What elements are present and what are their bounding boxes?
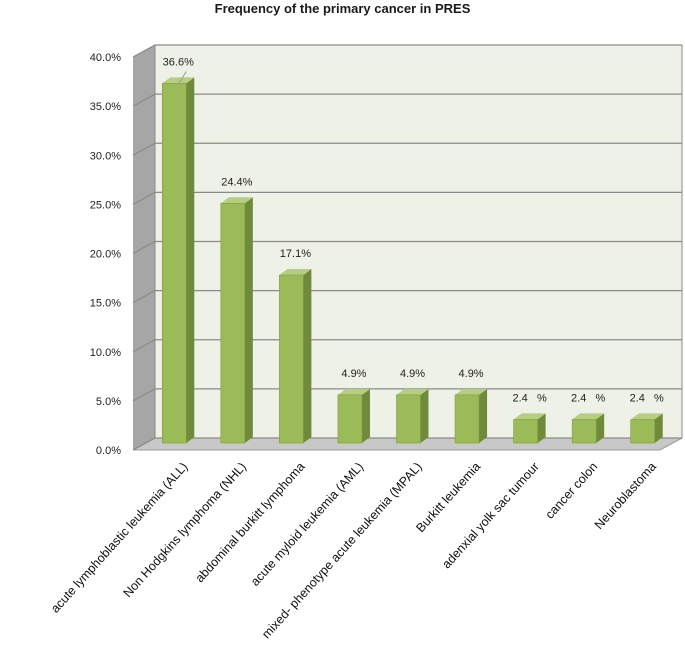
bar-front: [571, 419, 597, 444]
bar: [630, 413, 663, 444]
bar: [279, 268, 312, 444]
bar: [161, 77, 195, 444]
data-label: 2.4 %: [630, 392, 664, 404]
bar-front: [279, 274, 304, 444]
bar-side: [361, 388, 370, 443]
data-label: 2.4 %: [571, 392, 605, 404]
bar-side: [537, 413, 546, 443]
y-tick-label: 25.0%: [90, 199, 121, 211]
bar-side: [420, 388, 429, 443]
bar-top: [220, 197, 253, 204]
bar-top: [162, 77, 195, 84]
category-label: adenxial yolk sac tumour: [439, 460, 541, 572]
bar-side: [186, 77, 195, 443]
bar: [337, 388, 370, 444]
bar: [220, 197, 253, 444]
data-label-leader: [177, 71, 187, 85]
gridline: [132, 191, 682, 205]
gridline: [132, 93, 682, 107]
y-tick-label: 35.0%: [90, 101, 121, 113]
category-label: Neuroblastoma: [592, 460, 659, 532]
y-tick-label: 0.0%: [96, 445, 121, 457]
category-labels: acute lymphoblastic leukemia (ALL)Non Ho…: [48, 460, 659, 642]
bar-top: [279, 268, 312, 275]
bar-side: [479, 388, 488, 443]
y-tick-label: 15.0%: [90, 298, 121, 310]
bar: [454, 388, 488, 444]
category-label: acute myloid leukemia (AML): [248, 460, 366, 589]
data-label: 4.9%: [341, 368, 366, 380]
category-label: Non Hodgkins lymphoma (NHL): [121, 460, 249, 600]
bar-top: [513, 413, 546, 420]
data-label: 24.4%: [221, 176, 252, 188]
bar-top: [337, 388, 370, 395]
bar-front: [454, 394, 480, 444]
y-tick-label: 30.0%: [90, 150, 121, 162]
gridline: [132, 240, 682, 255]
gridline: [132, 290, 682, 304]
bar-front: [513, 419, 538, 444]
chart-title: Frequency of the primary cancer in PRES: [214, 1, 471, 16]
data-labels: 36.6% 24.4% 17.1% 4.9% 4.9% 4.9% 2.4 % 2.4 % 2.4…: [163, 56, 664, 404]
bar-top: [630, 413, 663, 420]
gridline: [132, 339, 682, 353]
gridline: [132, 142, 682, 156]
y-tick-label: 10.0%: [90, 347, 121, 359]
bar-top: [396, 388, 429, 395]
bar-side: [303, 268, 312, 443]
bar-side: [244, 197, 253, 443]
bar-front: [161, 83, 187, 444]
category-label: cancer colon: [543, 460, 601, 522]
y-tick-label: 40.0%: [90, 52, 121, 64]
data-label: 4.9%: [459, 368, 484, 380]
bar-front: [337, 394, 363, 444]
gridlines: [132, 44, 682, 451]
category-label: abdominal burkitt lymphoma: [193, 460, 308, 586]
bar: [396, 388, 429, 444]
data-label: 2.4 %: [512, 392, 546, 404]
bar-top: [455, 388, 488, 395]
bar-front: [396, 394, 421, 444]
gridline: [132, 388, 682, 402]
bar-front: [630, 419, 656, 444]
bar-top: [572, 413, 605, 420]
bar-side: [654, 413, 663, 443]
data-label: 4.9%: [400, 368, 425, 380]
y-tick-label: 20.0%: [90, 249, 121, 261]
data-label: 17.1%: [280, 248, 311, 260]
bar-front: [220, 202, 246, 444]
bars: [161, 77, 663, 444]
bar-side: [596, 413, 605, 443]
data-label: 36.6%: [163, 56, 194, 68]
gridline: [132, 437, 682, 451]
gridline: [132, 44, 682, 58]
bar: [513, 413, 546, 444]
bar: [571, 413, 605, 444]
y-tick-label: 5.0%: [96, 396, 121, 408]
y-axis-ticks: 0.0% 5.0% 10.0% 15.0% 20.0% 25.0% 30.0% 35.0% 40…: [90, 52, 121, 457]
